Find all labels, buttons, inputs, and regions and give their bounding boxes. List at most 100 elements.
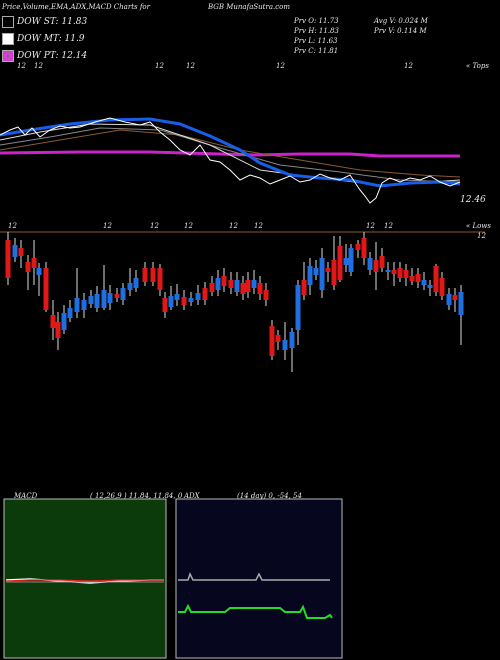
candle-body	[355, 244, 361, 250]
candle-body	[421, 280, 427, 285]
lows-label: 12	[103, 222, 112, 230]
prev-volume: Prv V: 0.114 M	[374, 27, 427, 35]
prev-high: Prv H: 11.83	[294, 27, 339, 35]
candle-body	[202, 288, 208, 300]
candle-body	[25, 262, 31, 272]
candle-body	[31, 258, 37, 268]
macd-title: MACD	[14, 492, 38, 500]
ema-area	[0, 117, 461, 204]
candle-body	[257, 283, 263, 294]
prev-open: Prv O: 11.73	[294, 17, 339, 25]
avg-volume: Avg V: 0.024 M	[374, 17, 428, 25]
candle-body	[181, 297, 187, 305]
candle-body	[150, 268, 156, 282]
candle-body	[403, 270, 409, 278]
candle-body	[162, 298, 168, 312]
candle-body	[343, 258, 349, 265]
candle-body	[361, 238, 367, 258]
candle-body	[313, 268, 319, 275]
candle-body	[127, 283, 133, 290]
candle-body	[157, 268, 163, 290]
tops-label: 12	[276, 62, 285, 70]
candle-body	[81, 300, 87, 310]
candle-body	[295, 285, 301, 330]
candle-body	[337, 246, 343, 280]
candle-body	[215, 278, 221, 290]
candle-body	[36, 268, 42, 275]
candle-body	[50, 315, 56, 328]
ema-blue-line	[0, 117, 461, 188]
candle-body	[251, 280, 257, 288]
tops-label: 12	[17, 62, 26, 70]
lows-label: 12	[150, 222, 159, 230]
adx-line	[178, 572, 330, 581]
candle-body	[319, 258, 325, 290]
candle-body	[188, 298, 194, 302]
tops-label: 12	[186, 62, 195, 70]
candle-body	[409, 276, 415, 281]
tops-label: 12	[155, 62, 164, 70]
candle-body	[379, 256, 385, 268]
ema-magenta-line	[0, 150, 460, 158]
candle-body	[385, 270, 391, 272]
candle-body	[142, 268, 148, 282]
candle-body	[195, 293, 201, 300]
legend-label-mt: DOW MT: 11.9	[17, 34, 85, 44]
candle-body	[74, 298, 80, 312]
candle-body	[120, 288, 126, 300]
legend-swatch-mt	[2, 33, 14, 45]
candle-body	[88, 296, 94, 304]
candle-body	[12, 245, 18, 257]
symbol-site: BGB MunafaSutra.com	[208, 3, 290, 11]
candle-body	[289, 332, 295, 348]
candle-body	[174, 294, 180, 300]
candle-body	[348, 248, 354, 272]
tops-label: 12	[404, 62, 413, 70]
site-label: MunafaSutra.com	[226, 3, 291, 11]
adx-params: (14 day) 0, -54, 54	[237, 492, 302, 500]
lows-label: 12	[229, 222, 238, 230]
candle-body	[228, 280, 234, 288]
candle-body	[452, 295, 458, 300]
chart-title: Price,Volume,EMA,ADX,MACD Charts for	[2, 3, 150, 11]
candle-body	[107, 293, 113, 303]
candle-body	[209, 283, 215, 292]
lows-right-label: « Lows	[466, 222, 491, 230]
candle-body	[275, 335, 281, 342]
tops-right-label: « Tops	[466, 62, 489, 70]
candle-body	[18, 248, 24, 256]
candle-body	[373, 260, 379, 272]
candle-body	[234, 280, 240, 292]
lows-label: 12	[366, 222, 375, 230]
lows-label: 12	[184, 222, 193, 230]
candle-body	[391, 270, 397, 274]
legend-swatch-pt	[2, 50, 14, 62]
legend-label-pt: DOW PT: 12.14	[17, 51, 88, 61]
legend-swatch-st	[2, 16, 14, 28]
candle-body	[245, 280, 251, 292]
price-label: 12.46	[460, 195, 486, 205]
candle-body	[446, 294, 452, 305]
candle-body	[263, 290, 269, 300]
prev-close: Prv C: 11.81	[294, 47, 339, 55]
candle-body	[367, 258, 373, 270]
candle-body	[307, 266, 313, 285]
candle-right-label: 12	[477, 232, 486, 240]
ema-gray-line	[0, 127, 461, 183]
candle-body	[415, 274, 421, 282]
legend-dow-pt: DOW PT: 12.14	[2, 49, 87, 63]
adx-title: ADX	[184, 492, 200, 500]
candle-body	[439, 278, 445, 296]
candle-body	[269, 326, 275, 356]
candle-body	[101, 290, 107, 308]
candle-body	[67, 308, 73, 318]
legend-dow-mt: DOW MT: 11.9	[2, 32, 85, 46]
macd-signal-line	[5, 579, 164, 582]
candle-body	[5, 240, 11, 278]
candle-body	[427, 285, 433, 288]
symbol-label: BGB	[208, 3, 225, 11]
candle-body	[168, 296, 174, 307]
prev-low: Prv L: 11.63	[294, 37, 338, 45]
candle-body	[221, 276, 227, 286]
